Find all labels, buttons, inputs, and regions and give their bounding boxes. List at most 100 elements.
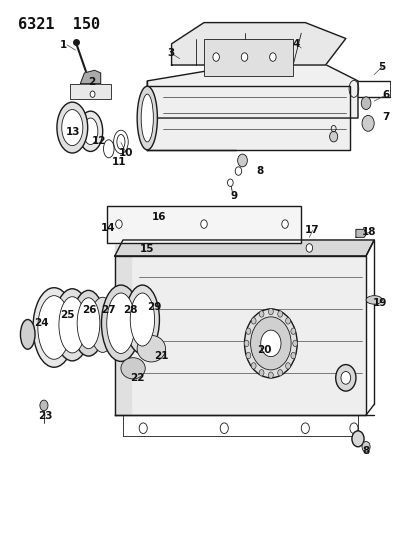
Ellipse shape (137, 335, 166, 362)
Circle shape (268, 372, 273, 378)
Circle shape (228, 179, 233, 187)
Ellipse shape (137, 86, 157, 150)
Ellipse shape (20, 319, 35, 349)
Text: 21: 21 (154, 351, 169, 361)
Text: 24: 24 (34, 318, 49, 328)
Text: 16: 16 (152, 212, 167, 222)
Circle shape (139, 423, 147, 433)
Text: 18: 18 (362, 227, 377, 237)
Circle shape (90, 91, 95, 98)
Text: 9: 9 (230, 191, 237, 201)
Text: 8: 8 (256, 166, 264, 176)
Circle shape (270, 53, 276, 61)
Circle shape (246, 352, 251, 359)
Ellipse shape (78, 111, 103, 151)
Text: 4: 4 (293, 39, 300, 49)
Circle shape (286, 362, 290, 369)
Ellipse shape (57, 102, 88, 153)
Circle shape (246, 328, 251, 334)
Text: 3: 3 (167, 48, 174, 58)
Text: 19: 19 (373, 297, 388, 308)
Ellipse shape (121, 358, 145, 379)
Ellipse shape (38, 296, 70, 359)
Text: 10: 10 (119, 148, 133, 158)
Text: 25: 25 (60, 310, 74, 320)
Ellipse shape (102, 285, 140, 361)
Circle shape (220, 423, 228, 433)
Text: 2: 2 (88, 77, 95, 87)
Ellipse shape (90, 297, 115, 352)
Circle shape (259, 369, 264, 376)
Circle shape (286, 318, 290, 324)
Ellipse shape (125, 285, 160, 354)
Circle shape (291, 352, 296, 359)
Circle shape (251, 317, 291, 370)
Circle shape (237, 154, 247, 167)
Text: 1: 1 (59, 40, 67, 50)
Text: 22: 22 (130, 373, 144, 383)
Circle shape (282, 220, 288, 228)
Circle shape (251, 318, 256, 324)
Circle shape (244, 340, 249, 346)
Ellipse shape (59, 297, 86, 353)
Bar (204, 38, 293, 76)
Text: 14: 14 (101, 223, 115, 233)
Text: 13: 13 (66, 127, 81, 137)
Text: 17: 17 (305, 225, 320, 236)
Text: 28: 28 (123, 305, 137, 315)
Text: 12: 12 (91, 136, 106, 147)
Circle shape (350, 423, 358, 433)
Circle shape (362, 441, 370, 452)
Text: 7: 7 (382, 112, 389, 122)
Text: 20: 20 (257, 345, 272, 356)
Circle shape (291, 328, 296, 334)
Polygon shape (80, 70, 101, 84)
Circle shape (352, 431, 364, 447)
Ellipse shape (130, 293, 155, 346)
Circle shape (293, 340, 297, 346)
Text: 8: 8 (362, 446, 370, 456)
Circle shape (341, 372, 351, 384)
Text: 11: 11 (112, 157, 126, 167)
Circle shape (201, 220, 207, 228)
Circle shape (241, 53, 248, 61)
Bar (70, 84, 111, 100)
Circle shape (261, 330, 281, 357)
Circle shape (306, 244, 313, 252)
Text: 6321  150: 6321 150 (18, 17, 100, 33)
Polygon shape (147, 54, 358, 118)
Text: 27: 27 (101, 305, 115, 315)
Ellipse shape (83, 118, 98, 144)
Circle shape (330, 131, 338, 142)
Polygon shape (172, 22, 346, 65)
Ellipse shape (54, 289, 91, 361)
Ellipse shape (62, 110, 83, 146)
Circle shape (259, 311, 264, 317)
Ellipse shape (366, 296, 382, 304)
Text: 15: 15 (140, 244, 155, 254)
Circle shape (278, 369, 283, 376)
Ellipse shape (77, 298, 100, 349)
Bar (107, 206, 301, 243)
Circle shape (251, 362, 256, 369)
Circle shape (40, 400, 48, 411)
Text: 29: 29 (147, 302, 162, 312)
Ellipse shape (141, 94, 153, 142)
Ellipse shape (33, 288, 75, 367)
Polygon shape (115, 256, 366, 415)
Circle shape (244, 309, 297, 378)
Text: 23: 23 (38, 411, 52, 421)
Polygon shape (115, 245, 131, 415)
Circle shape (268, 309, 273, 315)
Circle shape (361, 97, 371, 110)
Polygon shape (356, 229, 366, 237)
Circle shape (362, 115, 374, 131)
Polygon shape (115, 240, 374, 256)
Ellipse shape (72, 290, 105, 356)
Text: 6: 6 (382, 90, 389, 100)
Circle shape (301, 423, 309, 433)
Text: 26: 26 (82, 305, 97, 315)
Circle shape (336, 365, 356, 391)
Circle shape (278, 311, 283, 317)
Polygon shape (147, 86, 350, 150)
